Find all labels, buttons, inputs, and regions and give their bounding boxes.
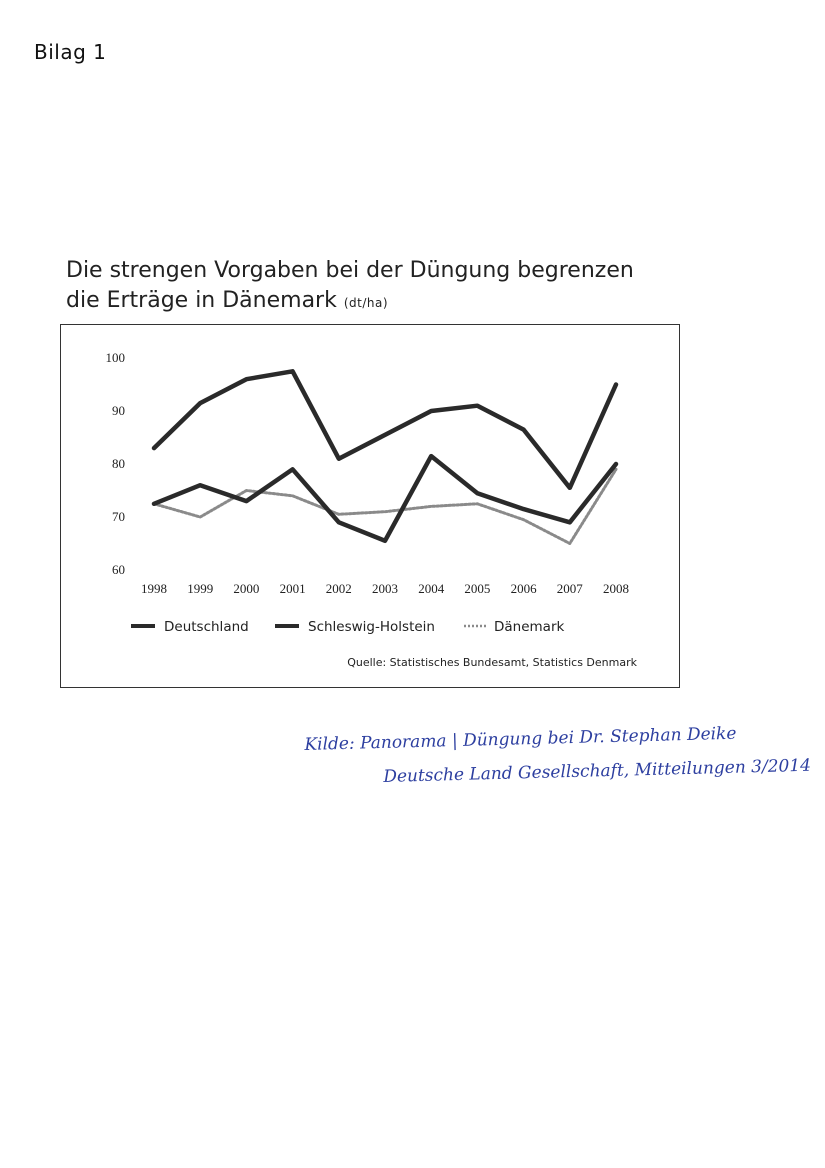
x-tick-label: 2005	[464, 581, 490, 596]
y-tick-label: 80	[112, 456, 125, 471]
y-tick-label: 100	[106, 350, 126, 365]
series-line-d-nemark	[152, 467, 618, 545]
line-chart: 100 90 80 70 60 1998 1999 2000 2001 2002 2003 2004 2…	[106, 350, 638, 669]
chart-title-line2: die Erträge in Dänemark	[66, 288, 337, 313]
x-tick-label: 2004	[418, 581, 445, 596]
y-tick-label: 70	[112, 509, 125, 524]
chart-title-line1: Die strengen Vorgaben bei der Düngung be…	[66, 258, 634, 283]
x-tick-label: 2003	[372, 581, 398, 596]
x-tick-label: 1998	[141, 581, 167, 596]
chart-source: Quelle: Statistisches Bundesamt, Statist…	[347, 656, 637, 669]
handwritten-source-note: Kilde: Panorama | Düngung bei Dr. Stepha…	[304, 715, 811, 796]
x-tick-label: 1999	[187, 581, 213, 596]
series-line-schleswig-holstein	[151, 453, 619, 544]
x-tick-label: 2001	[280, 581, 306, 596]
x-tick-label: 2000	[233, 581, 259, 596]
page-label: Bilag 1	[34, 40, 107, 64]
chart-unit: (dt/ha)	[343, 296, 389, 310]
series-line-deutschland	[151, 369, 619, 491]
legend-label-deutschland: Deutschland	[164, 619, 249, 635]
x-tick-label: 2008	[603, 581, 629, 596]
y-tick-label: 60	[112, 562, 125, 577]
legend-label-d-nemark: Dänemark	[494, 619, 565, 635]
chart-frame: 100 90 80 70 60 1998 1999 2000 2001 2002 2003 2004 2…	[60, 324, 680, 688]
x-tick-label: 2002	[326, 581, 352, 596]
x-tick-label: 2007	[557, 581, 584, 596]
y-tick-label: 90	[112, 403, 125, 418]
legend-label-schleswig-holstein: Schleswig-Holstein	[308, 619, 435, 635]
chart-title: Die strengen Vorgaben bei der Düngung be…	[66, 256, 634, 318]
x-tick-label: 2006	[511, 581, 537, 596]
